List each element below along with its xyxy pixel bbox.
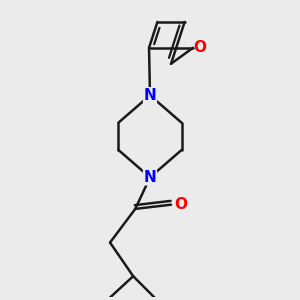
Text: O: O: [193, 40, 206, 55]
Text: O: O: [174, 197, 187, 212]
Text: N: N: [144, 88, 156, 103]
Text: N: N: [144, 170, 156, 185]
